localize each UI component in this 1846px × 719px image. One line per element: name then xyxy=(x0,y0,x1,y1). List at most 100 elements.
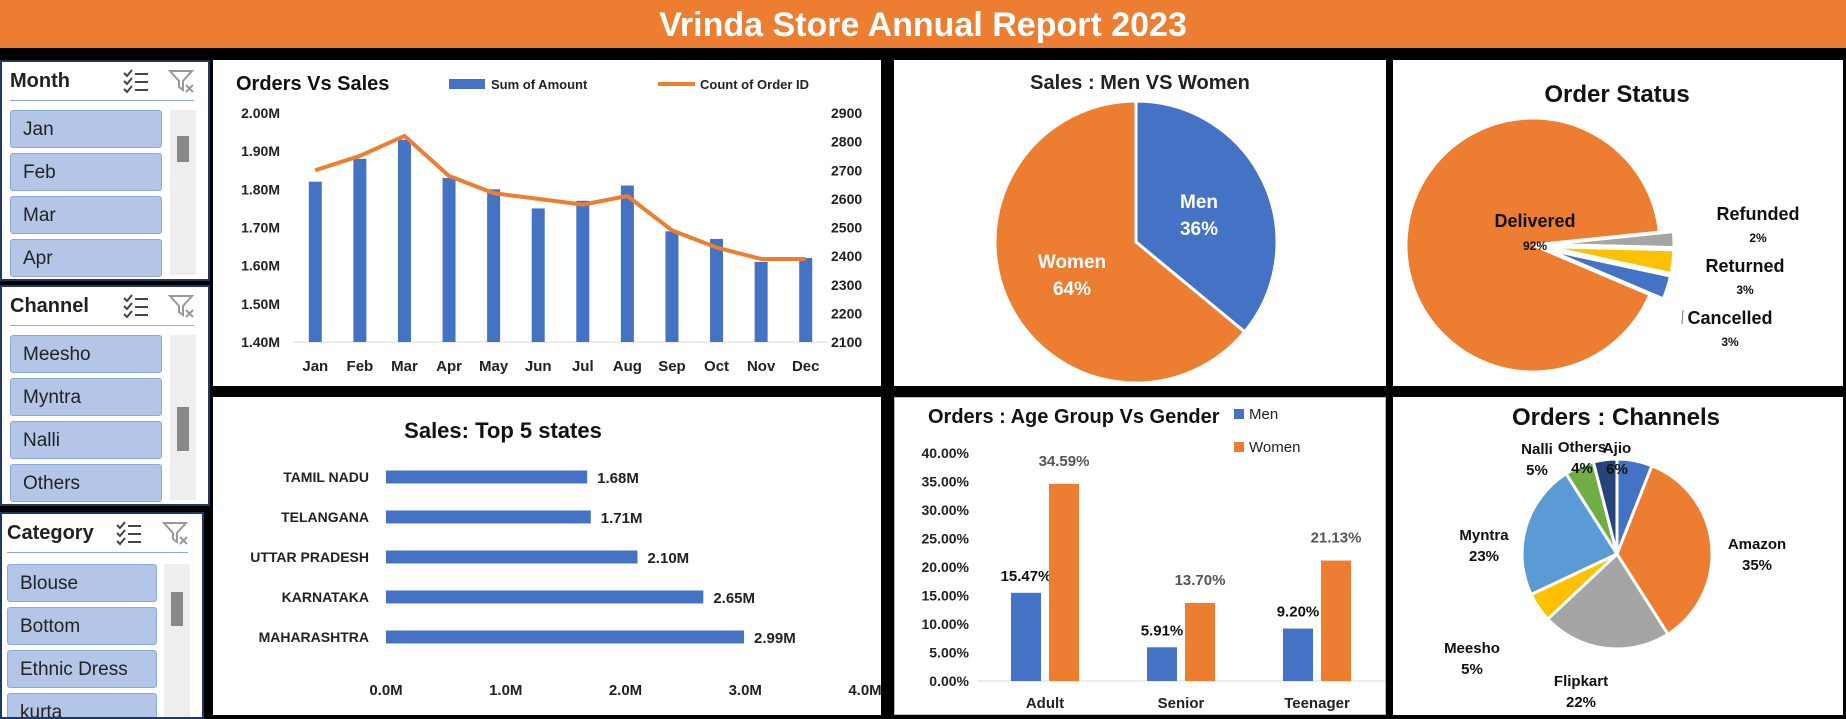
slicer-divider xyxy=(7,552,188,553)
slicer-item-mar[interactable]: Mar xyxy=(10,196,162,234)
data-label: 5.91% xyxy=(1141,622,1184,639)
x-tick-label: Apr xyxy=(436,358,462,375)
slice-label: Returned xyxy=(1705,256,1784,276)
slicer-scrollbar[interactable] xyxy=(170,110,196,275)
data-label: 2.10M xyxy=(647,550,689,567)
slicer-item-feb[interactable]: Feb xyxy=(10,153,162,191)
bar-sum-of-amount xyxy=(353,158,367,342)
chart-title: Orders : Channels xyxy=(1512,404,1720,431)
clear-filter-icon[interactable] xyxy=(161,520,190,551)
x-tick-label: May xyxy=(479,358,509,375)
data-label: 1.68M xyxy=(597,470,639,487)
clear-filter-icon[interactable] xyxy=(167,68,196,99)
slicer-divider xyxy=(10,325,194,326)
y-left-tick-label: 1.50M xyxy=(241,296,280,312)
slicer-scrollbar[interactable] xyxy=(164,564,190,717)
slice-value: 36% xyxy=(1180,219,1218,240)
bar-sum-of-amount xyxy=(754,261,768,342)
orders-vs-sales-panel: Orders Vs Sales Sum of Amount Count of Ord… xyxy=(213,60,881,386)
slice-value: 3% xyxy=(1736,283,1754,297)
slice-value: 64% xyxy=(1053,279,1091,300)
slicer-item-ethnic-dress[interactable]: Ethnic Dress xyxy=(7,650,157,688)
y-tick-label: 0.00% xyxy=(929,673,969,689)
y-tick-label: 30.00% xyxy=(922,502,970,518)
y-tick-label: 15.00% xyxy=(922,588,970,604)
slice-label: Others xyxy=(1558,439,1606,456)
x-tick-label: Senior xyxy=(1158,695,1205,712)
x-tick-label: 3.0M xyxy=(729,682,762,699)
slicer-item-apr[interactable]: Apr xyxy=(10,239,162,277)
scrollbar-thumb[interactable] xyxy=(171,592,183,626)
slicer-item-kurta[interactable]: kurta xyxy=(7,693,157,717)
bar-sum-of-amount xyxy=(576,200,590,342)
multi-select-icon[interactable] xyxy=(115,520,143,551)
legend-label: Women xyxy=(1249,439,1300,456)
bar-women xyxy=(1049,483,1079,681)
bar-men xyxy=(1147,647,1177,681)
age-gender-panel: Orders : Age Group Vs Gender Men Women 40.0… xyxy=(894,397,1386,715)
legend-label: Sum of Amount xyxy=(491,77,588,92)
x-tick-label: Jul xyxy=(572,358,594,375)
y-tick-label: TAMIL NADU xyxy=(283,469,369,485)
slicer-item-bottom[interactable]: Bottom xyxy=(7,607,157,645)
slicer-scrollbar[interactable] xyxy=(170,335,196,500)
slicer-item-jan[interactable]: Jan xyxy=(10,110,162,148)
x-tick-label: 1.0M xyxy=(489,682,522,699)
gender-slice-women xyxy=(993,99,1247,385)
leader-line xyxy=(1681,309,1684,325)
y-right-tick-label: 2300 xyxy=(831,277,862,293)
slicer-item-others[interactable]: Others xyxy=(10,464,162,502)
clear-filter-icon[interactable] xyxy=(167,293,196,324)
data-label: 21.13% xyxy=(1311,530,1362,547)
slicer-item-meesho[interactable]: Meesho xyxy=(10,335,162,373)
y-tick-label: 35.00% xyxy=(922,474,970,490)
x-tick-label: Dec xyxy=(792,358,820,375)
channel-slice-others xyxy=(1591,457,1619,555)
chart-title: Order Status xyxy=(1544,81,1689,108)
slicer-item-nalli[interactable]: Nalli xyxy=(10,421,162,459)
multi-select-icon[interactable] xyxy=(122,293,150,324)
chart-title: Orders : Age Group Vs Gender xyxy=(928,406,1220,428)
slice-label: Delivered xyxy=(1494,211,1575,231)
bar-sum-of-amount xyxy=(487,189,501,342)
slicer-channel: Channel Meesho Myntra Nalli Others xyxy=(0,285,210,506)
x-tick-label: 2.0M xyxy=(609,682,642,699)
bar-state xyxy=(386,590,704,604)
multi-select-icon[interactable] xyxy=(122,68,150,99)
order-status-panel: Order Status Delivered 92% Refunded 2% Return… xyxy=(1393,60,1843,386)
data-label: 2.99M xyxy=(754,630,796,647)
chart-title: Sales : Men VS Women xyxy=(1030,72,1250,94)
slicer-item-myntra[interactable]: Myntra xyxy=(10,378,162,416)
slicer-divider xyxy=(10,100,194,101)
scrollbar-thumb[interactable] xyxy=(177,407,189,451)
bar-sum-of-amount xyxy=(308,181,322,342)
y-tick-label: KARNATAKA xyxy=(282,589,369,605)
slicer-channel-title: Channel xyxy=(10,295,89,317)
y-right-tick-label: 2800 xyxy=(831,134,862,150)
slicer-month: Month Jan Feb Mar Apr xyxy=(0,60,210,281)
slice-value: 4% xyxy=(1571,460,1593,477)
slice-label: Myntra xyxy=(1459,527,1509,544)
channel-slice-flipkart xyxy=(1545,551,1670,651)
slice-value: 35% xyxy=(1742,557,1772,574)
bar-women xyxy=(1321,560,1351,681)
slicer-category-title: Category xyxy=(7,522,94,544)
slicer-month-title: Month xyxy=(10,70,70,92)
channel-slice-amazon xyxy=(1615,463,1714,637)
status-slice-cancelled xyxy=(1545,247,1673,301)
x-tick-label: Oct xyxy=(704,358,729,375)
x-tick-label: Adult xyxy=(1026,695,1064,712)
slice-label: Ajio xyxy=(1603,440,1631,457)
y-right-tick-label: 2400 xyxy=(831,248,862,264)
y-tick-label: TELANGANA xyxy=(281,509,369,525)
scrollbar-thumb[interactable] xyxy=(177,136,189,162)
legend-swatch-women xyxy=(1234,442,1244,452)
slicer-item-blouse[interactable]: Blouse xyxy=(7,564,157,602)
slice-value: 22% xyxy=(1566,694,1596,711)
x-tick-label: Nov xyxy=(747,358,776,375)
y-tick-label: 5.00% xyxy=(929,645,969,661)
x-tick-label: Jan xyxy=(302,358,328,375)
slice-label: Cancelled xyxy=(1687,308,1772,328)
y-tick-label: 25.00% xyxy=(922,531,970,547)
x-tick-label: Sep xyxy=(658,358,686,375)
